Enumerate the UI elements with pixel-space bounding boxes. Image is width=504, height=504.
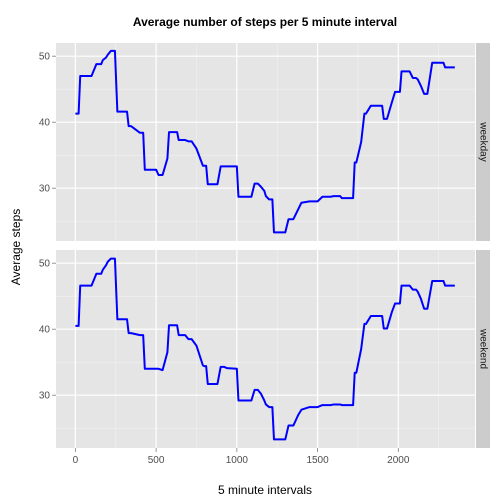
x-axis-title: 5 minute intervals xyxy=(218,483,312,497)
y-axis-title: Average steps xyxy=(9,209,23,286)
panel-weekend: 30 40 50 weekend xyxy=(39,250,490,448)
x-axis: 0 500 1000 1500 2000 xyxy=(73,448,410,466)
x-tick-label: 1000 xyxy=(226,455,249,466)
facet-panels: 30 40 50 weekday 30 40 50 weekend xyxy=(39,43,490,448)
panel-weekday: 30 40 50 weekday xyxy=(39,43,490,241)
facet-strip-weekday xyxy=(476,43,490,241)
y-tick-label: 50 xyxy=(39,259,51,270)
panel-background xyxy=(56,43,475,241)
facet-strip-label-weekend: weekend xyxy=(477,328,488,369)
panel-background xyxy=(56,250,475,448)
facet-strip-label-weekday: weekday xyxy=(477,121,488,161)
series-line-weekend xyxy=(75,257,455,441)
chart-title: Average number of steps per 5 minute int… xyxy=(133,15,397,29)
x-tick-label: 2000 xyxy=(387,455,410,466)
x-tick-label: 0 xyxy=(73,455,79,466)
x-tick-label: 500 xyxy=(148,455,165,466)
y-tick-label: 40 xyxy=(39,325,51,336)
y-tick-label: 50 xyxy=(39,52,51,63)
y-tick-label: 40 xyxy=(39,118,51,129)
y-tick-label: 30 xyxy=(39,184,51,195)
y-tick-label: 30 xyxy=(39,391,51,402)
series-line-weekday xyxy=(75,49,455,234)
facet-strip-weekend xyxy=(476,250,490,448)
x-tick-label: 1500 xyxy=(306,455,329,466)
